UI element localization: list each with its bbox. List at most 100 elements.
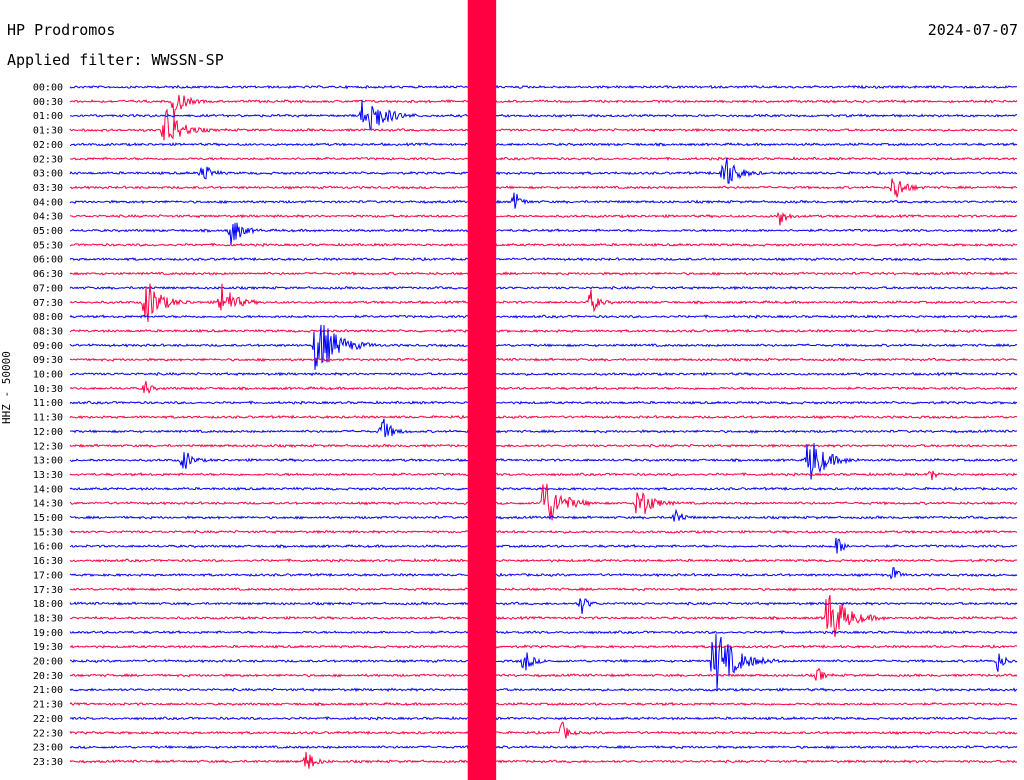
- time-tick-label: 15:30: [33, 527, 63, 538]
- time-tick-label: 15:00: [33, 513, 63, 524]
- trace-line: [69, 99, 1018, 132]
- trace-line: [69, 567, 1018, 580]
- time-tick-label: 00:00: [33, 83, 63, 94]
- time-tick-label: 20:30: [33, 671, 63, 682]
- filter-label: Applied filter: WWSSN-SP: [7, 51, 224, 69]
- time-tick-label: 06:30: [33, 269, 63, 280]
- trace-line: [69, 443, 1018, 480]
- trace-line: [69, 211, 1018, 226]
- time-tick-label: 09:30: [33, 355, 63, 366]
- trace-line: [69, 84, 1018, 90]
- time-tick-label: 04:30: [33, 212, 63, 223]
- saturated-trace-band: [467, 0, 497, 780]
- trace-line: [69, 470, 1018, 481]
- trace-line: [69, 483, 1018, 521]
- trace-line: [69, 328, 1018, 334]
- time-tick-label: 11:30: [33, 413, 63, 424]
- trace-line: [69, 744, 1018, 750]
- trace-line: [69, 400, 1018, 405]
- time-tick-label: 00:30: [33, 97, 63, 108]
- time-tick-label: 21:00: [33, 685, 63, 696]
- time-tick-label: 07:00: [33, 283, 63, 294]
- trace-line: [69, 142, 1018, 147]
- trace-line: [69, 371, 1018, 377]
- trace-line: [69, 529, 1018, 535]
- time-tick-label: 23:00: [33, 743, 63, 754]
- trace-line: [70, 594, 1018, 637]
- trace-line: [69, 701, 1018, 707]
- time-tick-label: 19:30: [33, 642, 63, 653]
- time-tick-label: 13:00: [33, 456, 63, 467]
- trace-line: [69, 558, 1018, 563]
- trace-line: [69, 94, 1018, 120]
- trace-line: [69, 283, 1018, 322]
- time-tick-label: 22:30: [33, 728, 63, 739]
- trace-line: [69, 157, 1018, 184]
- time-tick-label: 08:00: [33, 312, 63, 323]
- trace-line: [69, 537, 1018, 554]
- station-title: HP Prodromos: [7, 21, 116, 39]
- trace-line: [69, 324, 1018, 370]
- plot-date: 2024-07-07: [927, 21, 1018, 39]
- time-tick-label: 19:00: [33, 628, 63, 639]
- trace-line: [69, 443, 1018, 449]
- time-tick-label: 10:00: [33, 370, 63, 381]
- time-tick-label: 14:00: [33, 484, 63, 495]
- time-tick-label: 16:00: [33, 542, 63, 553]
- trace-line: [69, 508, 1017, 522]
- time-tick-label: 21:30: [33, 700, 63, 711]
- time-tick-label: 11:00: [33, 398, 63, 409]
- time-tick-label: 18:00: [33, 599, 63, 610]
- trace-line: [69, 721, 1018, 739]
- time-tick-label: 22:00: [33, 714, 63, 725]
- time-tick-label: 09:00: [33, 341, 63, 352]
- trace-line: [69, 256, 1018, 262]
- time-tick-label: 03:30: [33, 183, 63, 194]
- time-tick-label: 17:00: [33, 570, 63, 581]
- trace-line: [69, 357, 1018, 362]
- time-tick-label: 14:30: [33, 499, 63, 510]
- trace-line: [69, 414, 1018, 420]
- trace-line: [69, 644, 1018, 649]
- trace-line: [69, 178, 1018, 198]
- trace-line: [69, 314, 1018, 319]
- time-tick-label: 16:30: [33, 556, 63, 567]
- trace-line: [69, 242, 1018, 248]
- time-tick-label: 12:30: [33, 441, 63, 452]
- time-tick-label: 17:30: [33, 585, 63, 596]
- trace-line: [69, 633, 1018, 691]
- trace-line: [69, 271, 1018, 276]
- time-tick-label: 03:00: [33, 169, 63, 180]
- trace-line: [69, 285, 1018, 291]
- time-tick-label: 02:00: [33, 140, 63, 151]
- trace-line: [69, 751, 1018, 769]
- trace-line: [69, 716, 1018, 721]
- trace-line: [69, 418, 1017, 438]
- trace-line: [69, 586, 1018, 592]
- time-tick-label: 01:00: [33, 111, 63, 122]
- time-tick-label: 05:00: [33, 226, 63, 237]
- time-tick-label: 18:30: [33, 613, 63, 624]
- trace-line: [69, 598, 1018, 615]
- time-tick-label: 20:00: [33, 657, 63, 668]
- time-tick-label: 08:30: [33, 326, 63, 337]
- time-tick-label: 10:30: [33, 384, 63, 395]
- trace-line: [69, 108, 1018, 141]
- time-tick-label: 04:00: [33, 197, 63, 208]
- trace-line: [69, 687, 1018, 693]
- trace-line: [69, 192, 1018, 209]
- trace-line: [69, 222, 1018, 246]
- trace-line: [69, 629, 1018, 635]
- time-tick-label: 02:30: [33, 154, 63, 165]
- time-tick-label: 12:00: [33, 427, 63, 438]
- time-tick-label: 23:30: [33, 757, 63, 768]
- trace-line: [69, 156, 1018, 161]
- time-tick-label: 06:00: [33, 255, 63, 266]
- trace-line: [69, 381, 1018, 395]
- time-tick-label: 01:30: [33, 126, 63, 137]
- trace-line: [69, 667, 1018, 681]
- time-tick-label: 13:30: [33, 470, 63, 481]
- time-tick-label: 05:30: [33, 240, 63, 251]
- time-tick-label: 07:30: [33, 298, 63, 309]
